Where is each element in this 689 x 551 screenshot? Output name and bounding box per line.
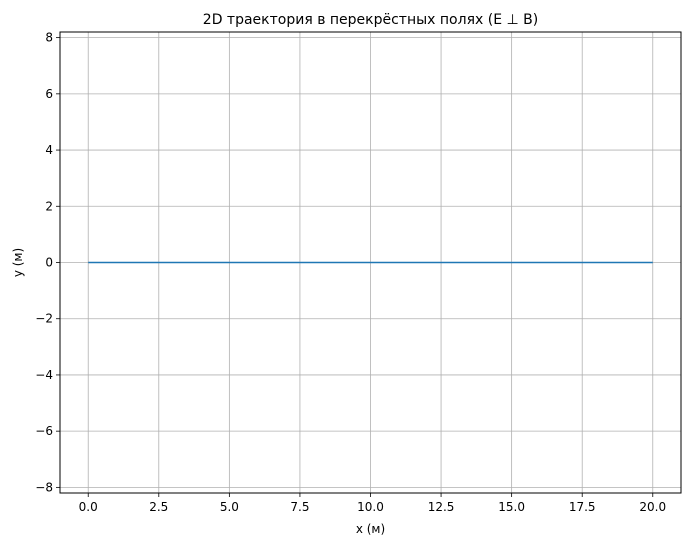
y-tick-label: 6 <box>45 87 53 101</box>
x-tick-label: 20.0 <box>639 500 666 514</box>
x-tick-label: 7.5 <box>290 500 309 514</box>
x-axis-label: x (м) <box>356 522 385 536</box>
x-tick-label: 17.5 <box>569 500 596 514</box>
y-tick-label: 0 <box>45 256 53 270</box>
y-tick-label: −6 <box>35 424 53 438</box>
x-tick-label: 2.5 <box>149 500 168 514</box>
y-tick-label: −8 <box>35 480 53 494</box>
x-tick-label: 5.0 <box>220 500 239 514</box>
y-tick-label: −4 <box>35 368 53 382</box>
x-tick-label: 12.5 <box>428 500 455 514</box>
y-tick-label: 2 <box>45 199 53 213</box>
x-tick-label: 10.0 <box>357 500 384 514</box>
x-tick-label: 0.0 <box>79 500 98 514</box>
chart-title: 2D траектория в перекрёстных полях (E ⊥ … <box>203 12 538 28</box>
y-axis-label: y (м) <box>11 248 25 277</box>
x-tick-label: 15.0 <box>498 500 525 514</box>
y-tick-label: 8 <box>45 31 53 45</box>
tick-layer: 0.0 2.5 5.0 7.5 10.0 12.5 15.0 17.5 20.0 −8 −6 −4 −2… <box>35 31 666 514</box>
y-tick-label: −2 <box>35 312 53 326</box>
y-tick-label: 4 <box>45 143 53 157</box>
